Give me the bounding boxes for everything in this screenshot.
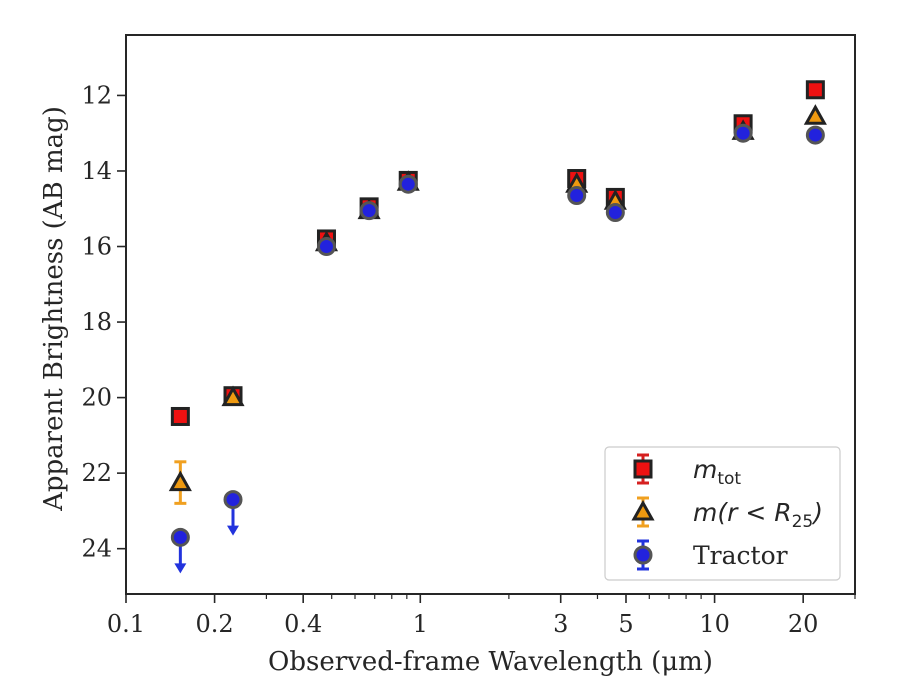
y-tick-label: 16 [81,233,112,261]
data-point [803,104,827,125]
x-tick-label: 5 [618,610,633,638]
x-tick-label: 0.4 [284,610,322,638]
upper-limit-arrowhead [174,563,187,574]
y-tick-label: 24 [81,535,112,563]
legend-marker [633,545,653,565]
x-axis-ticks: 0.1 0.2 0.4 1 3 5 10 20 [107,594,856,638]
x-axis-title: Observed-frame Wavelength (μm) [268,647,713,677]
data-point [170,406,190,426]
data-point [359,201,379,221]
x-tick-label: 10 [699,610,730,638]
legend-label: m(r < R25) [693,498,823,532]
x-tick-label: 0.2 [196,610,234,638]
series-3 [170,123,825,574]
data-point [221,385,245,407]
y-tick-label: 18 [81,308,112,336]
data-point [605,203,625,223]
legend-label: mtot [693,455,741,489]
legend: mtot m(r < R25) Tractor [604,446,841,581]
data-point [805,80,825,100]
legend-marker [633,459,653,479]
y-axis-title: Apparent Brightness (AB mag) [39,106,69,512]
x-tick-label: 1 [413,610,428,638]
data-point [733,123,753,143]
y-tick-label: 12 [81,81,112,109]
legend-marker [631,499,655,521]
data-point [223,490,243,510]
data-point [170,527,190,547]
plot-frame [125,34,856,595]
y-tick-label: 14 [81,157,112,185]
data-point [805,125,825,145]
y-tick-label: 20 [81,384,112,412]
legend-label: Tractor [693,541,788,570]
upper-limit-arrowhead [227,525,240,536]
data-point [398,174,418,194]
legend-box [604,446,841,581]
y-tick-label: 22 [81,459,112,487]
data-markers [168,80,827,574]
x-tick-label: 3 [553,610,568,638]
data-point [567,186,587,206]
data-point [168,470,192,492]
data-point [316,237,336,257]
y-axis-ticks: 12 14 16 18 20 22 24 [81,81,126,563]
x-tick-label: 0.1 [107,610,145,638]
x-tick-label: 20 [788,610,819,638]
